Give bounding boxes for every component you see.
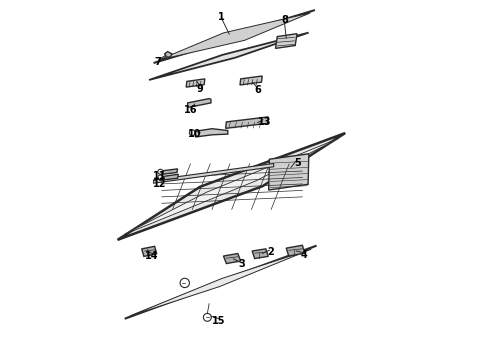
Polygon shape bbox=[124, 246, 317, 319]
Polygon shape bbox=[163, 169, 177, 174]
Text: 12: 12 bbox=[153, 179, 167, 189]
Polygon shape bbox=[163, 174, 178, 180]
Text: 14: 14 bbox=[145, 251, 158, 261]
Text: 2: 2 bbox=[268, 247, 274, 257]
Text: 7: 7 bbox=[155, 57, 162, 67]
Polygon shape bbox=[269, 154, 309, 190]
Polygon shape bbox=[159, 13, 310, 60]
Polygon shape bbox=[286, 245, 305, 256]
Polygon shape bbox=[252, 249, 269, 258]
Text: 11: 11 bbox=[153, 171, 167, 181]
Polygon shape bbox=[153, 163, 274, 183]
Text: 1: 1 bbox=[219, 12, 225, 22]
Polygon shape bbox=[118, 133, 345, 240]
Polygon shape bbox=[153, 10, 315, 63]
Polygon shape bbox=[142, 246, 157, 256]
Text: 4: 4 bbox=[301, 249, 308, 260]
Polygon shape bbox=[188, 99, 211, 107]
Polygon shape bbox=[149, 33, 309, 80]
Text: 10: 10 bbox=[188, 129, 201, 139]
Polygon shape bbox=[275, 34, 297, 48]
Polygon shape bbox=[124, 138, 339, 234]
Text: 8: 8 bbox=[281, 15, 288, 26]
Polygon shape bbox=[196, 129, 228, 137]
Text: 13: 13 bbox=[258, 117, 271, 127]
Text: 16: 16 bbox=[184, 105, 197, 115]
Polygon shape bbox=[225, 117, 269, 129]
Polygon shape bbox=[240, 76, 262, 85]
Text: 9: 9 bbox=[197, 84, 203, 94]
Polygon shape bbox=[165, 51, 172, 57]
Text: 15: 15 bbox=[213, 316, 226, 325]
Polygon shape bbox=[223, 253, 241, 264]
Text: 6: 6 bbox=[254, 85, 261, 95]
Text: 5: 5 bbox=[294, 158, 301, 168]
Polygon shape bbox=[130, 249, 311, 316]
Text: 3: 3 bbox=[238, 259, 245, 269]
Polygon shape bbox=[186, 79, 205, 87]
